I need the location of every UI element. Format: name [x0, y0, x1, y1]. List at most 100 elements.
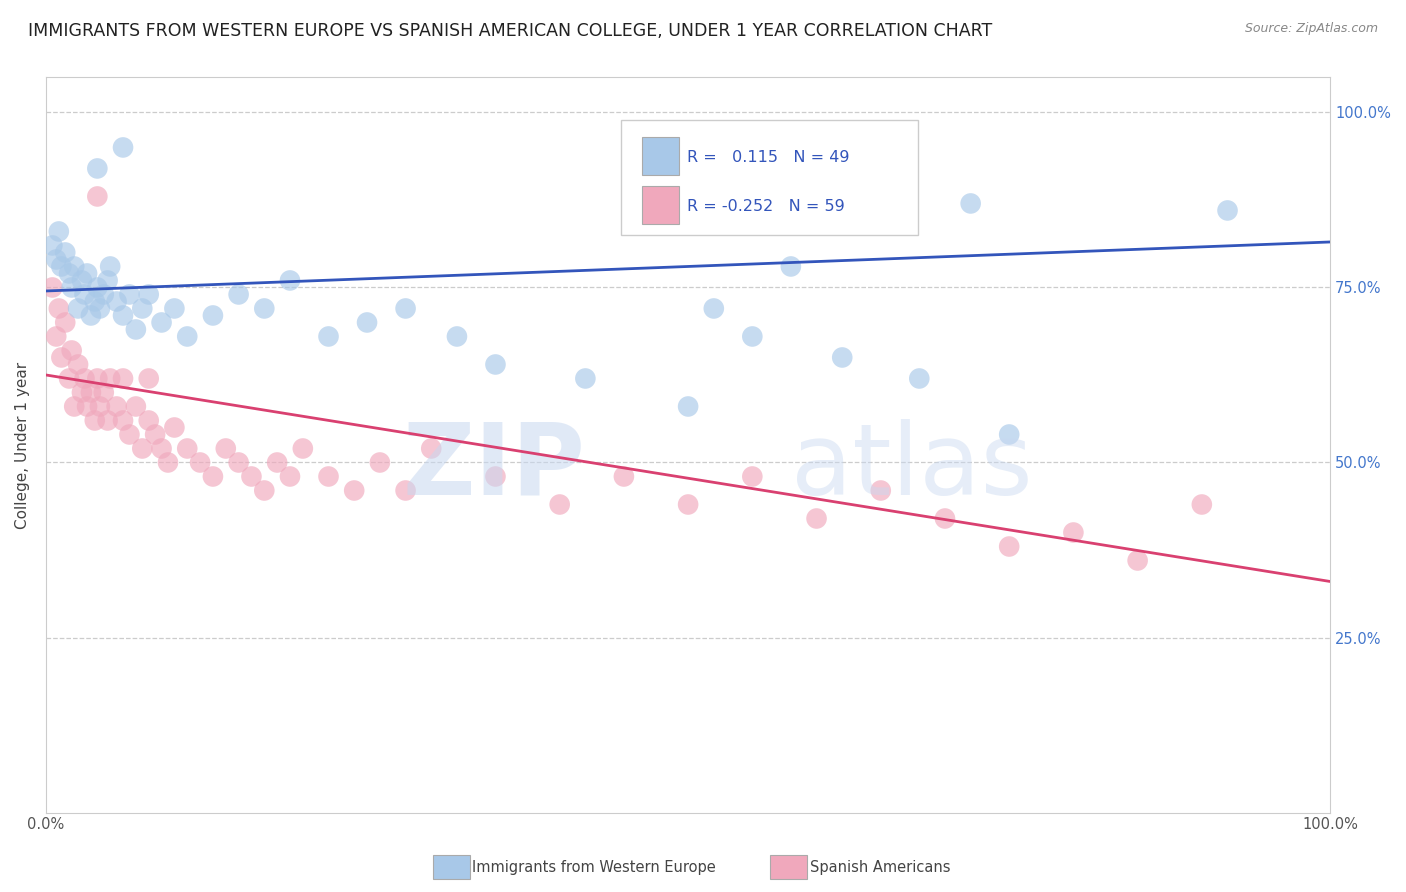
Point: [240, 469, 263, 483]
Point: [83, 413, 105, 427]
Point: [176, 442, 198, 456]
Point: [548, 498, 571, 512]
Point: [291, 442, 314, 456]
Point: [143, 427, 166, 442]
Point: [1062, 525, 1084, 540]
Point: [215, 442, 238, 456]
Point: [80, 385, 103, 400]
Point: [60, 343, 83, 358]
Point: [831, 351, 853, 365]
Point: [253, 301, 276, 316]
Point: [1191, 498, 1213, 512]
Point: [86, 371, 108, 385]
Point: [76, 267, 98, 281]
Point: [60, 280, 83, 294]
Point: [1126, 553, 1149, 567]
Point: [83, 294, 105, 309]
Point: [869, 483, 891, 498]
Point: [420, 442, 443, 456]
Point: [67, 301, 90, 316]
Point: [1216, 203, 1239, 218]
Point: [163, 420, 186, 434]
Point: [73, 287, 96, 301]
Point: [908, 371, 931, 385]
Point: [41, 238, 63, 252]
Point: [97, 273, 120, 287]
Point: [741, 329, 763, 343]
Point: [318, 469, 340, 483]
Point: [131, 301, 153, 316]
Text: R = -0.252   N = 59: R = -0.252 N = 59: [688, 199, 845, 214]
Point: [58, 267, 80, 281]
Y-axis label: College, Under 1 year: College, Under 1 year: [15, 361, 30, 529]
Point: [150, 316, 173, 330]
Point: [89, 301, 111, 316]
Point: [741, 469, 763, 483]
Point: [112, 371, 135, 385]
Point: [228, 287, 250, 301]
Point: [125, 400, 148, 414]
Point: [112, 413, 135, 427]
Point: [63, 260, 86, 274]
Point: [368, 455, 391, 469]
Point: [266, 455, 288, 469]
Point: [93, 287, 115, 301]
Point: [318, 329, 340, 343]
Point: [150, 442, 173, 456]
Point: [105, 294, 128, 309]
Point: [45, 252, 67, 267]
Point: [446, 329, 468, 343]
Point: [48, 301, 70, 316]
Point: [51, 351, 73, 365]
Point: [86, 280, 108, 294]
Point: [80, 309, 103, 323]
Point: [394, 483, 416, 498]
Point: [934, 511, 956, 525]
Point: [138, 371, 160, 385]
Point: [93, 385, 115, 400]
Point: [156, 455, 179, 469]
Point: [484, 358, 506, 372]
Text: atlas: atlas: [790, 418, 1032, 516]
Point: [676, 400, 699, 414]
Point: [201, 309, 224, 323]
Point: [53, 245, 76, 260]
Point: [112, 309, 135, 323]
Point: [138, 413, 160, 427]
Point: [574, 371, 596, 385]
Text: Immigrants from Western Europe: Immigrants from Western Europe: [472, 860, 716, 874]
Point: [70, 385, 93, 400]
Point: [959, 196, 981, 211]
Point: [278, 469, 301, 483]
Point: [118, 287, 141, 301]
Point: [779, 260, 801, 274]
Text: R =   0.115   N = 49: R = 0.115 N = 49: [688, 150, 849, 165]
Point: [48, 224, 70, 238]
Point: [112, 140, 135, 154]
Point: [278, 273, 301, 287]
Point: [201, 469, 224, 483]
Point: [53, 316, 76, 330]
Point: [97, 413, 120, 427]
Point: [63, 400, 86, 414]
Text: IMMIGRANTS FROM WESTERN EUROPE VS SPANISH AMERICAN COLLEGE, UNDER 1 YEAR CORRELA: IMMIGRANTS FROM WESTERN EUROPE VS SPANIS…: [28, 22, 993, 40]
Point: [228, 455, 250, 469]
Point: [86, 161, 108, 176]
Point: [89, 400, 111, 414]
Point: [73, 371, 96, 385]
Point: [125, 322, 148, 336]
Point: [613, 469, 636, 483]
Point: [138, 287, 160, 301]
Text: ZIP: ZIP: [402, 418, 585, 516]
Point: [76, 400, 98, 414]
Point: [806, 511, 828, 525]
Point: [356, 316, 378, 330]
Point: [188, 455, 211, 469]
Point: [343, 483, 366, 498]
Point: [176, 329, 198, 343]
Point: [70, 273, 93, 287]
Point: [998, 540, 1021, 554]
Point: [484, 469, 506, 483]
Point: [98, 371, 121, 385]
Point: [51, 260, 73, 274]
